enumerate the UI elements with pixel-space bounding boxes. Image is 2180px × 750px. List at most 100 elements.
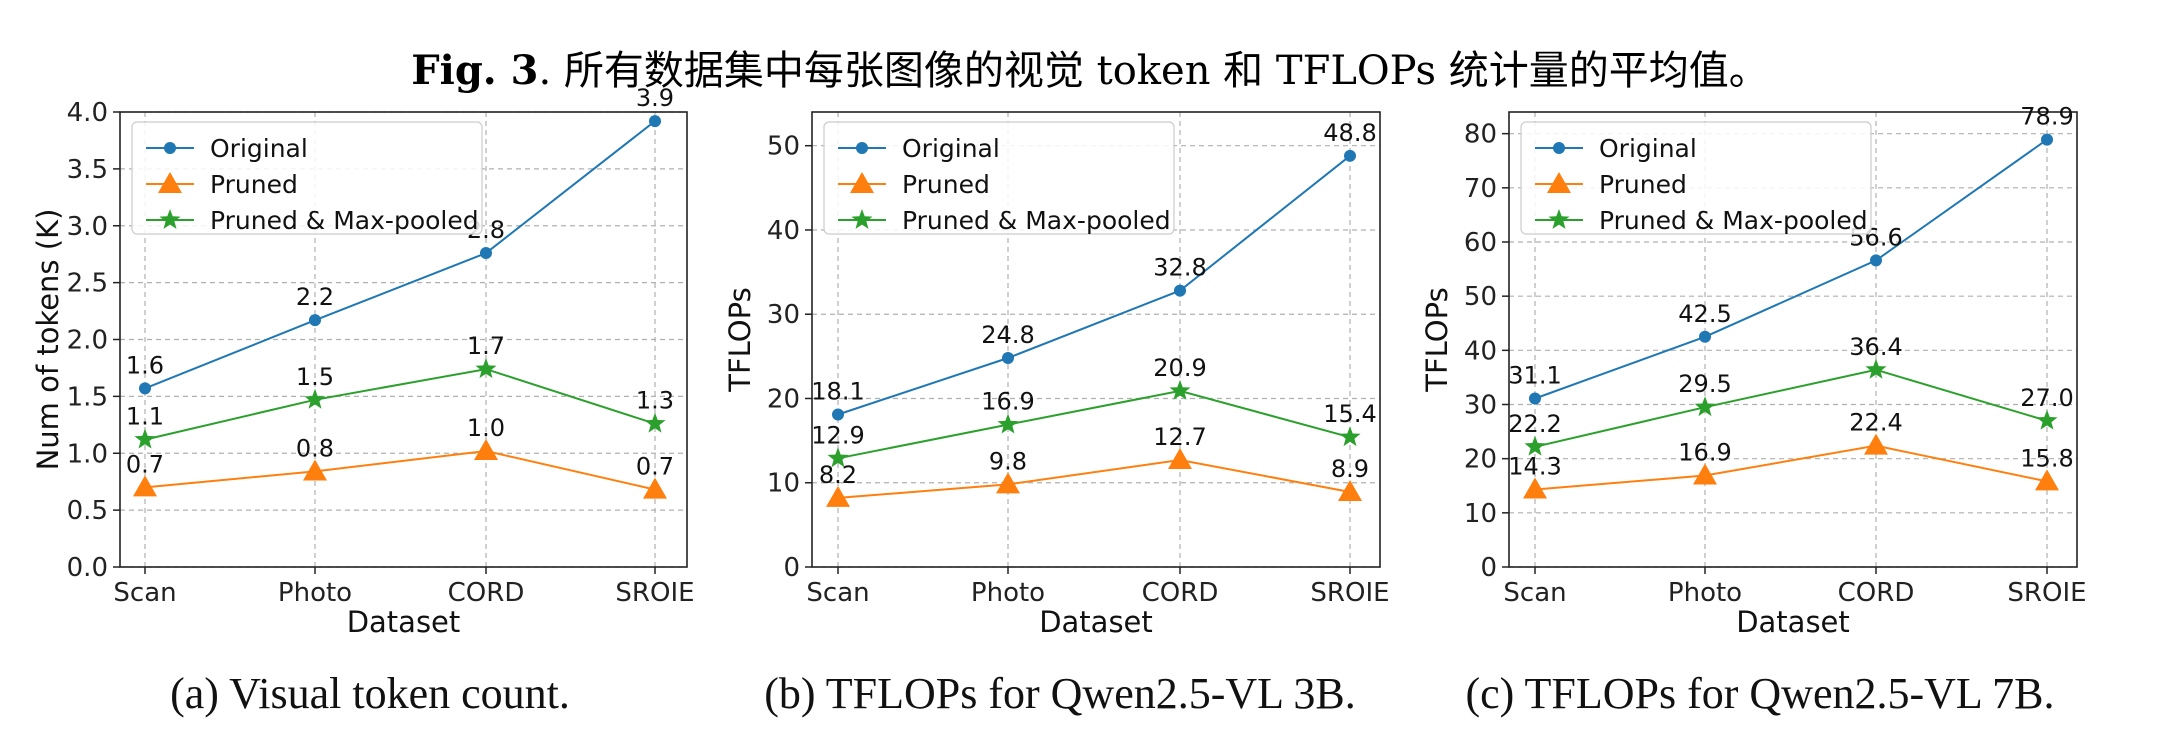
y-tick-label: 1.0: [67, 439, 108, 469]
legend-label: Pruned: [1599, 170, 1687, 199]
y-axis-label: Num of tokens (K): [31, 209, 65, 471]
legend-triangle-marker: [158, 172, 182, 193]
star-marker: [644, 412, 666, 433]
axes-frame: [1508, 111, 2078, 568]
series-original: 1.62.22.83.9: [126, 84, 674, 395]
data-label: 32.8: [1153, 254, 1206, 282]
data-label: 12.7: [1153, 423, 1206, 451]
legend-box: [1520, 121, 1872, 235]
data-label: 14.3: [1508, 453, 1561, 481]
star-marker: [2036, 409, 2058, 430]
y-axis-label: TFLOPs: [1420, 287, 1454, 392]
triangle-marker: [133, 475, 157, 497]
legend-star-marker: [159, 209, 181, 229]
y-tick-label: 70: [1464, 174, 1497, 204]
circle-marker: [1870, 254, 1882, 267]
triangle-marker: [643, 477, 667, 499]
series-line: [837, 458, 1351, 499]
data-label: 1.7: [467, 332, 505, 360]
circle-marker: [649, 115, 661, 128]
series-line: [1534, 368, 2048, 448]
series-line: [144, 449, 656, 491]
caption-c: (c) TFLOPs for Qwen2.5-VL 7B.: [1465, 669, 2055, 718]
data-label: 8.9: [1331, 455, 1369, 483]
legend-circle-marker: [164, 142, 176, 154]
y-tick-label: 0.5: [67, 496, 108, 526]
series-pruned: 0.7 0.8 1.0 0.7: [126, 414, 674, 499]
legend-triangle-marker: [850, 172, 874, 193]
data-label: 20.9: [1153, 354, 1206, 382]
series-line: [144, 120, 656, 390]
legend-label: Original: [210, 134, 308, 163]
series-line: [1534, 444, 2048, 491]
data-label: 15.4: [1323, 400, 1376, 428]
data-label: 2.8: [467, 216, 505, 244]
figure-title-text: . 所有数据集中每张图像的视觉 token 和 TFLOPs 统计量的平均值。: [538, 48, 1769, 94]
star-marker: [1524, 435, 1546, 456]
chart-panel-2: 0 10 20 30 40 50 Scan Photo CORD SROIE Dataset TFLO…: [723, 111, 1390, 639]
triangle-marker: [1693, 463, 1717, 485]
y-tick-label: 30: [767, 300, 800, 330]
x-tick-label: Scan: [1503, 578, 1566, 608]
legend-circle-marker: [856, 142, 868, 154]
y-tick-label: 20: [1464, 445, 1497, 475]
series-line: [1534, 138, 2048, 400]
star-marker: [475, 358, 497, 378]
data-label: 12.9: [811, 421, 864, 449]
star-marker: [827, 447, 849, 468]
data-label: 2.2: [296, 283, 334, 311]
legend-box: [131, 121, 483, 235]
data-label: 0.7: [636, 453, 674, 481]
star-marker: [1694, 396, 1716, 417]
x-tick-label: Scan: [113, 578, 176, 608]
data-label: 1.5: [296, 363, 334, 391]
series-pruned-max-pooled: 1.1 1.5 1.7 1.3: [126, 332, 674, 449]
triangle-marker: [826, 485, 850, 507]
data-label: 56.6: [1849, 223, 1902, 251]
legend-label: Pruned & Max-pooled: [1599, 206, 1868, 235]
circle-marker: [1002, 352, 1014, 365]
y-tick-label: 50: [767, 132, 800, 162]
y-tick-label: 2.0: [67, 326, 108, 356]
y-tick-label: 30: [1464, 391, 1497, 421]
x-tick-label: CORD: [1142, 578, 1219, 608]
star-marker: [1339, 426, 1361, 447]
caption-b: (b) TFLOPs for Qwen2.5-VL 3B.: [764, 669, 1356, 718]
x-axis-label: Dataset: [1736, 605, 1850, 639]
x-tick-label: SROIE: [615, 578, 694, 608]
x-tick-label: CORD: [1838, 578, 1915, 608]
figure-number: Fig. 3: [411, 47, 539, 94]
circle-marker: [2041, 133, 2053, 146]
data-label: 15.8: [2020, 444, 2073, 472]
series-line: [144, 368, 656, 441]
legend-star-marker: [1548, 209, 1570, 229]
triangle-marker: [1338, 480, 1362, 502]
y-tick-label: 80: [1464, 120, 1497, 150]
x-tick-label: CORD: [448, 578, 525, 608]
triangle-marker: [2035, 469, 2059, 491]
data-label: 27.0: [2020, 384, 2073, 412]
y-tick-label: 10: [1464, 499, 1497, 529]
chart-panel-1: 0.0 0.5 1.0 1.5 2.0 2.5 3.0 3.5 4.0 Scan Photo CORD…: [31, 84, 695, 639]
legend-label: Pruned: [210, 170, 298, 199]
caption-a: (a) Visual token count.: [170, 669, 570, 718]
data-label: 1.1: [126, 403, 164, 431]
data-label: 42.5: [1678, 300, 1731, 328]
circle-marker: [832, 408, 844, 421]
data-label: 78.9: [2020, 103, 2073, 131]
triangle-marker: [1523, 477, 1547, 499]
y-tick-label: 60: [1464, 228, 1497, 258]
y-tick-label: 3.0: [67, 212, 108, 242]
legend-box: [823, 121, 1175, 235]
triangle-marker: [996, 472, 1020, 494]
series-original: 31.1 42.5 56.6 78.9: [1508, 103, 2074, 405]
y-tick-label: 0: [1480, 553, 1497, 583]
legend-label: Original: [1599, 134, 1697, 163]
data-label: 1.0: [467, 414, 505, 442]
star-marker: [1169, 379, 1191, 400]
x-axis-label: Dataset: [1039, 605, 1153, 639]
series-pruned: 8.2 9.8 12.7 8.9: [819, 423, 1369, 507]
data-label: 24.8: [981, 321, 1034, 349]
axes-frame: [119, 111, 688, 568]
